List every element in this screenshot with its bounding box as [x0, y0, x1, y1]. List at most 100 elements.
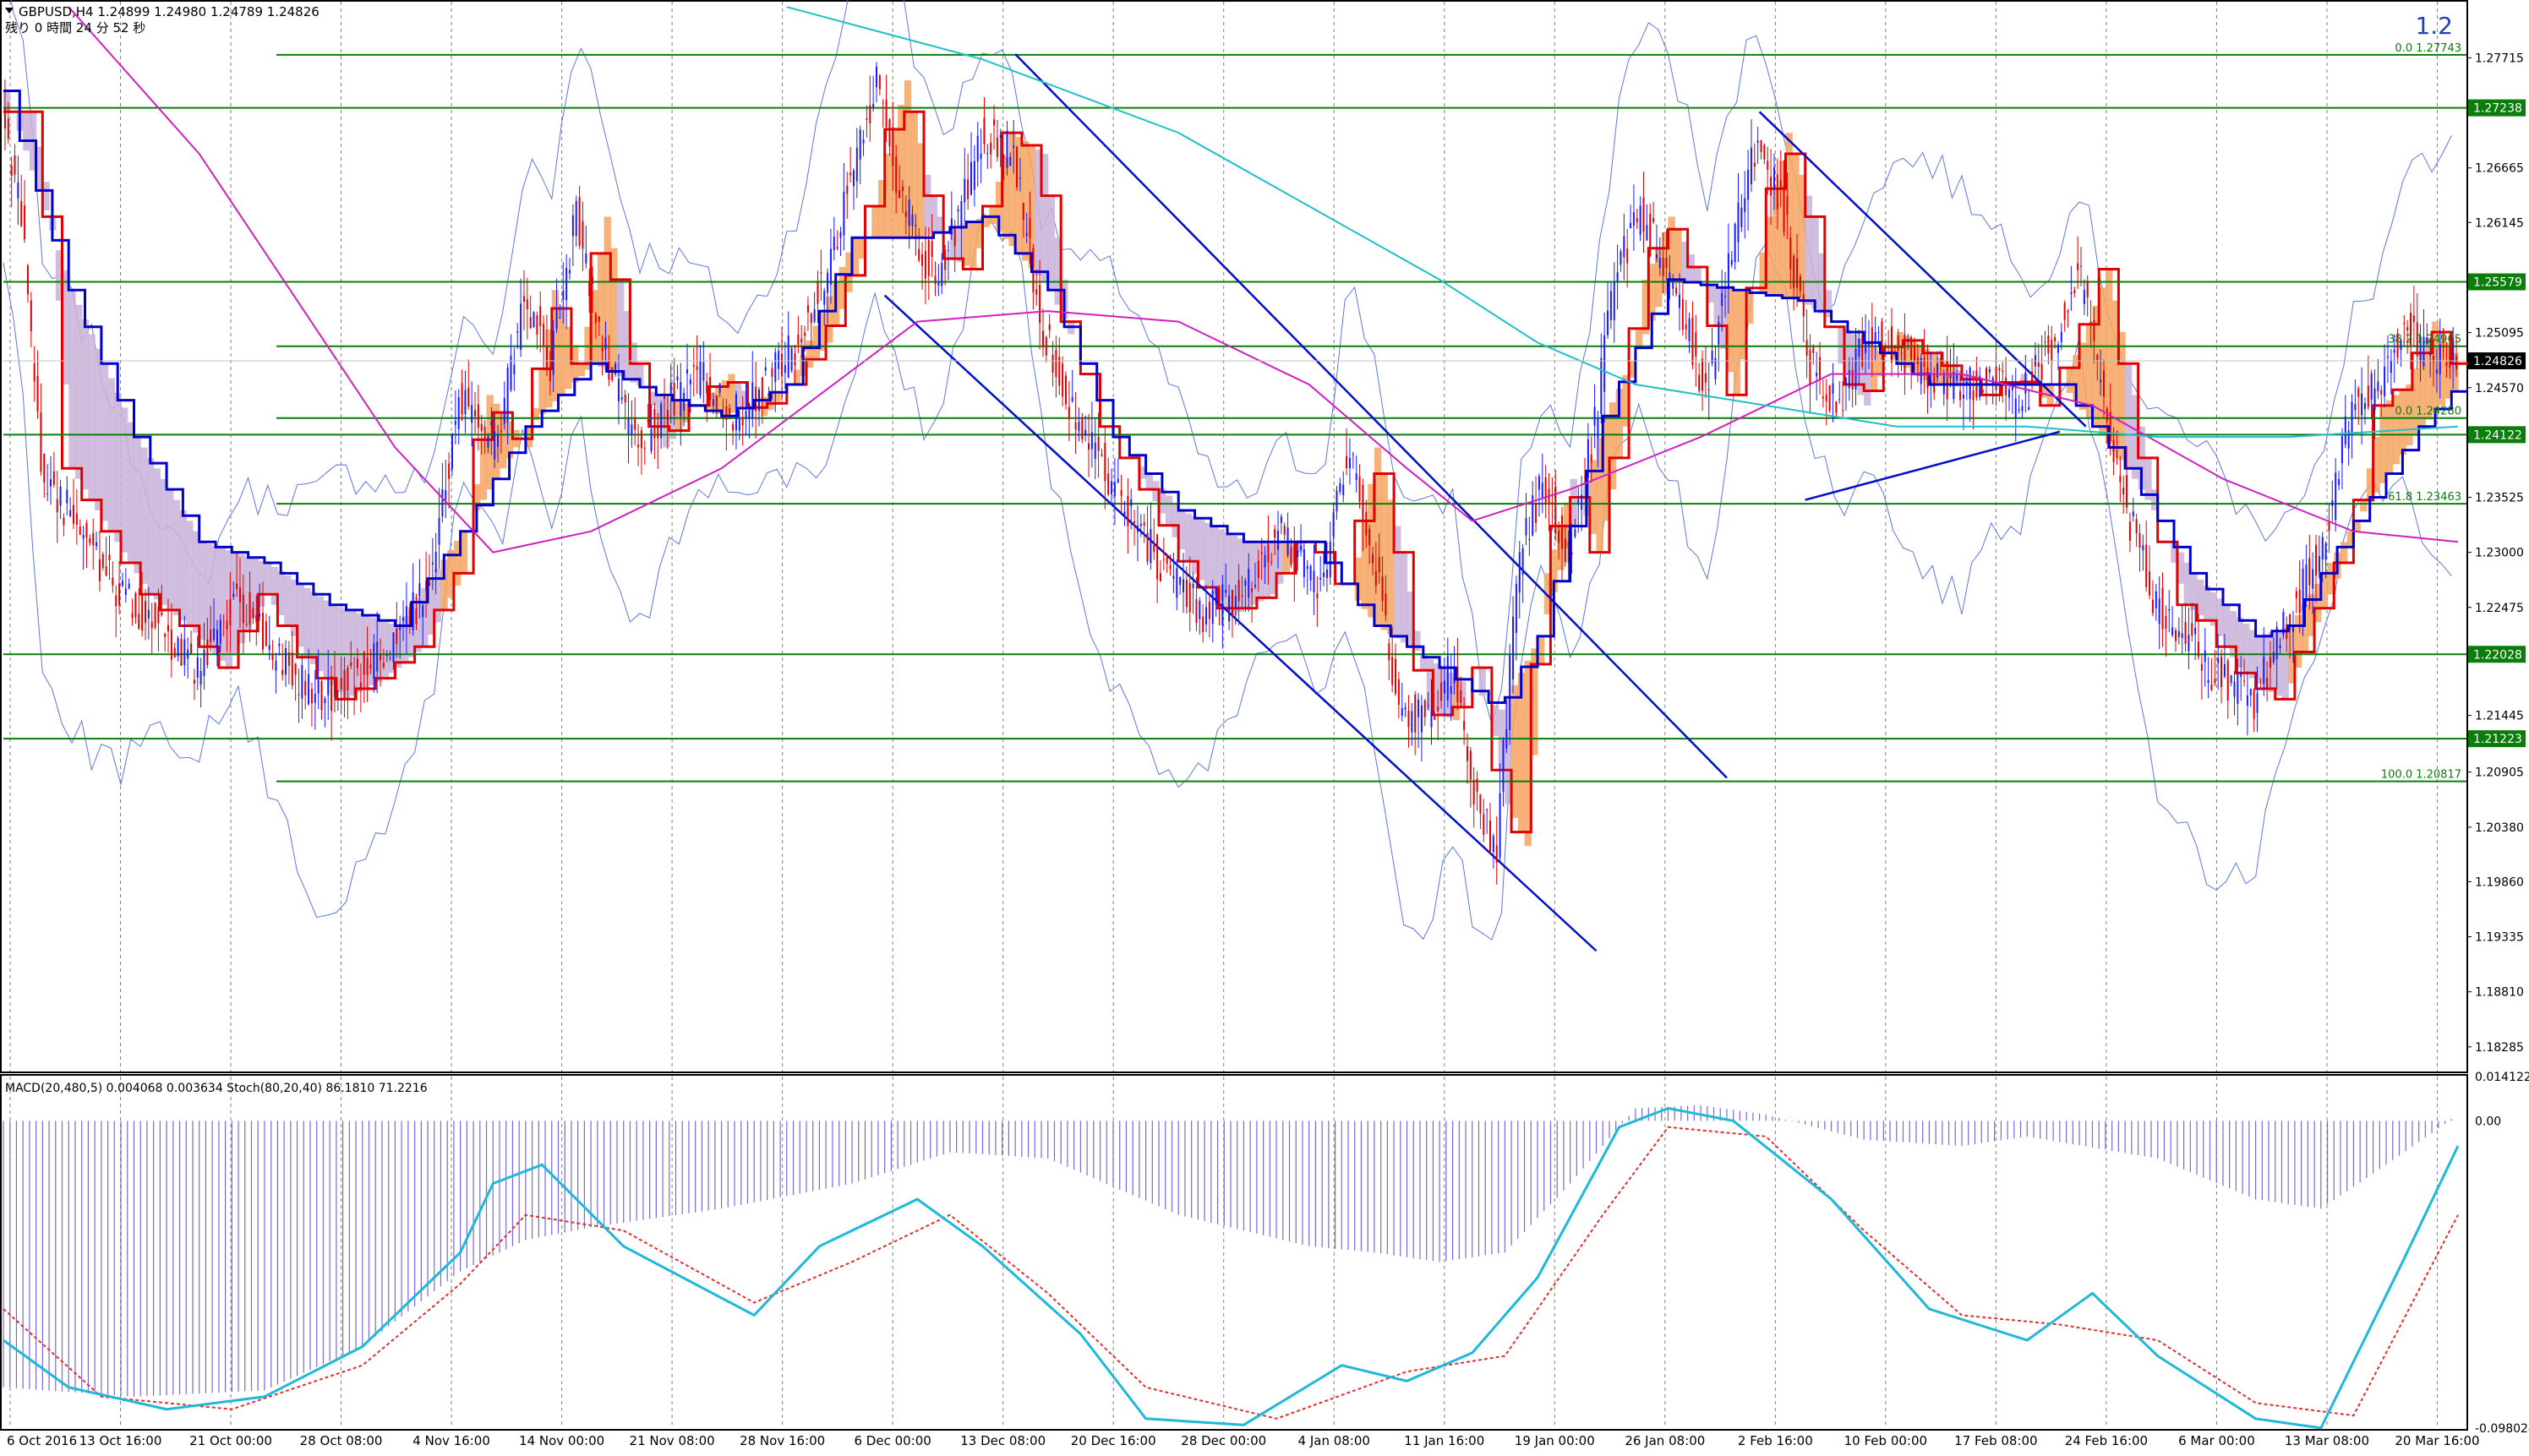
macd-panel[interactable]	[0, 1074, 2468, 1431]
candle-body	[624, 395, 626, 403]
candle-body	[1323, 572, 1325, 577]
candle-body	[1923, 357, 1925, 368]
cloud-segment	[1426, 659, 1434, 710]
cloud-segment	[2131, 395, 2139, 479]
candle-body	[1793, 256, 1795, 288]
candle-body	[17, 182, 19, 199]
candle-body	[1205, 607, 1208, 625]
candle-body	[571, 215, 574, 237]
candle-body	[1051, 354, 1054, 373]
cloud-segment	[1838, 325, 1845, 364]
candle-body	[336, 690, 339, 691]
candle-body	[2223, 663, 2226, 677]
cloud-segment	[1498, 709, 1506, 771]
candle-body	[2063, 303, 2066, 320]
cloud-segment	[421, 587, 429, 647]
candle-body	[2291, 626, 2294, 632]
cloud-segment	[356, 613, 363, 693]
trendline	[1014, 53, 1728, 779]
candle-body	[389, 657, 391, 659]
time-tick-label: 21 Oct 00:00	[189, 1433, 272, 1448]
candle-body	[1437, 706, 1439, 712]
cloud-segment	[910, 112, 918, 238]
candle-body	[275, 661, 277, 671]
candle-body	[1460, 690, 1462, 703]
candle-body	[892, 127, 894, 166]
price-tick-label: 1.20905	[2475, 766, 2524, 780]
candle-body	[213, 628, 216, 641]
candle-body	[627, 417, 630, 435]
candle-body	[2305, 564, 2308, 603]
candle-body	[2031, 371, 2034, 384]
cloud-segment	[2079, 342, 2087, 410]
candle-body	[1446, 656, 1449, 701]
cloud-segment	[1948, 365, 1956, 385]
candle-body	[2210, 684, 2213, 690]
cloud-segment	[1028, 145, 1035, 269]
cloud-segment	[362, 615, 370, 689]
candle-body	[2295, 591, 2297, 599]
candle-body	[154, 603, 156, 628]
trendline	[883, 294, 1598, 952]
candle-body	[2452, 337, 2455, 361]
cloud-segment	[2340, 542, 2348, 564]
candle-body	[899, 189, 901, 199]
candle-body	[363, 652, 365, 675]
candle-body	[1897, 335, 1899, 351]
candle-body	[483, 426, 486, 439]
candle-body	[2057, 344, 2059, 353]
candle-body	[1544, 477, 1547, 504]
candle-body	[471, 405, 473, 423]
candle-body	[869, 105, 871, 123]
candle-body	[1166, 557, 1168, 564]
chart-menu-triangle-icon[interactable]	[5, 8, 14, 14]
cloud-segment	[656, 395, 664, 427]
price-panel[interactable]: 0.0 1.27743 38.2 1.24965 0.0 1.24280 61.8 1…	[0, 0, 2472, 1073]
candle-body	[2014, 398, 2017, 418]
candle-body	[1681, 299, 1684, 330]
candle-body	[2259, 688, 2262, 690]
candle-body	[2126, 475, 2128, 508]
candle-body	[1763, 145, 1766, 160]
cloud-segment	[1740, 291, 1747, 360]
candle-body	[2246, 695, 2248, 706]
candle-body	[1414, 695, 1417, 733]
cloud-segment	[486, 395, 494, 490]
candle-body	[761, 377, 763, 401]
candle-body	[1041, 330, 1044, 347]
candle-body	[1107, 473, 1110, 494]
cloud-segment	[1250, 542, 1258, 605]
candle-body	[1861, 334, 1864, 368]
candle-body	[1120, 489, 1122, 496]
cloud-segment	[2308, 594, 2315, 636]
candle-body	[1900, 352, 1903, 354]
cloud-segment	[251, 559, 259, 619]
candle-body	[510, 355, 512, 390]
candle-body	[1910, 336, 1913, 360]
cloud-segment	[167, 489, 174, 610]
candle-body	[852, 170, 855, 187]
cloud-segment	[121, 407, 128, 553]
bar-timer: 残り 0 時間 24 分 52 秒	[5, 20, 145, 35]
band-upper	[10, 0, 2452, 726]
candle-body	[2109, 412, 2111, 441]
candle-body	[357, 658, 359, 668]
candle-body	[262, 613, 265, 650]
cloud-segment	[1198, 520, 1205, 581]
cloud-segment	[1139, 466, 1147, 479]
cloud-segment	[975, 218, 984, 248]
cloud-segment	[930, 195, 938, 234]
level-price-box	[2468, 730, 2526, 748]
candle-body	[252, 608, 254, 619]
candle-body	[2279, 645, 2281, 649]
candle-body	[2171, 627, 2174, 635]
candle-body	[1495, 845, 1498, 863]
candle-body	[33, 363, 36, 382]
candle-body	[1949, 373, 1952, 379]
candle-body	[2086, 281, 2089, 297]
candle-body	[2344, 416, 2346, 445]
cloud-segment	[1231, 535, 1238, 616]
candle-body	[190, 643, 193, 654]
